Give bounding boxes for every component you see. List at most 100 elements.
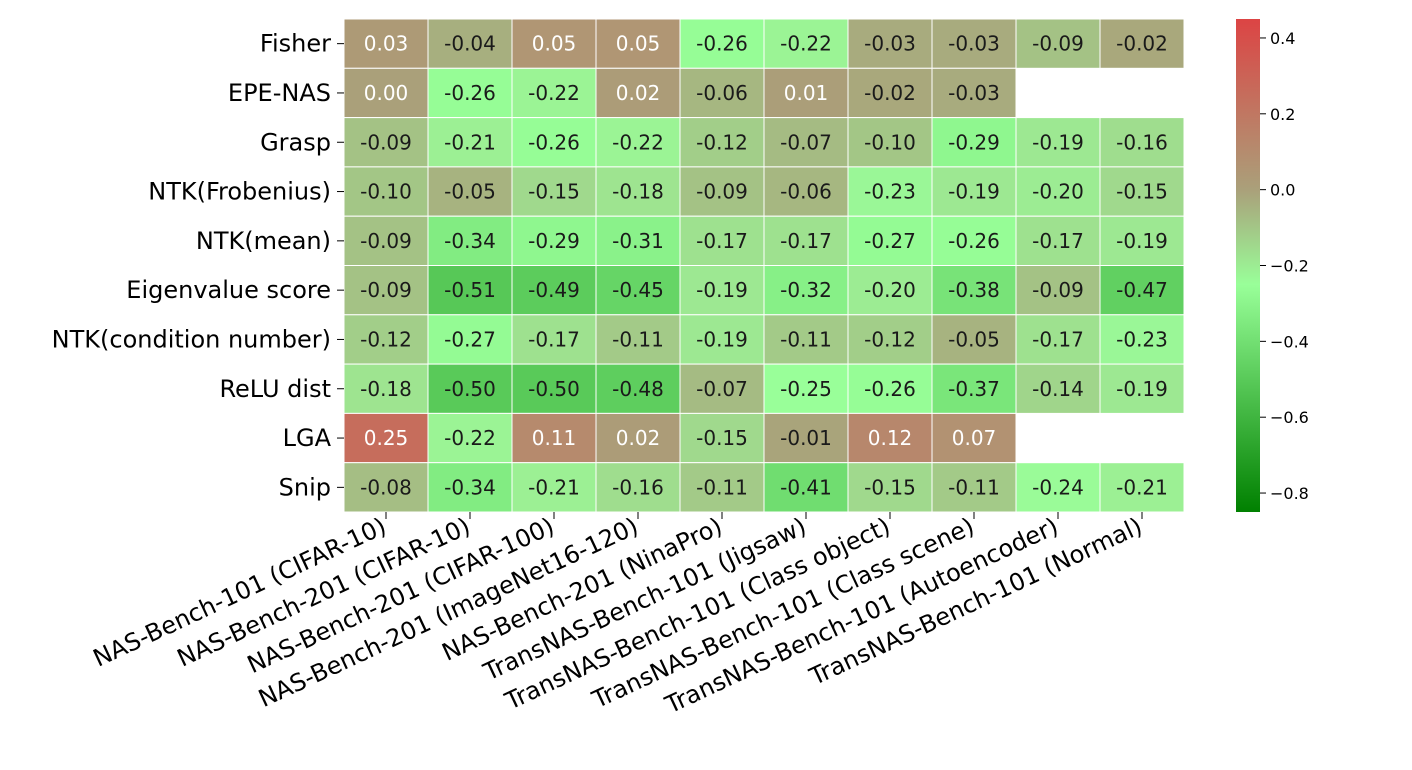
cell-value-label: -0.15 (864, 475, 916, 499)
colorbar-gradient (1236, 19, 1260, 512)
heatmap-cells: 0.03 -0.04 0.05 0.05 -0.26 -0.22 -0.03 -0.03 -0.… (343, 18, 1185, 513)
cell-value-label: -0.18 (360, 377, 412, 401)
cell-value-label: -0.17 (696, 229, 748, 253)
heatmap-cell (1015, 215, 1101, 266)
cell-value-label: -0.19 (696, 327, 748, 351)
cell-value-label: -0.22 (444, 426, 496, 450)
heatmap-cell (679, 117, 765, 168)
heatmap-cell (931, 462, 1017, 513)
heatmap-cell (427, 462, 513, 513)
heatmap-cell (511, 265, 597, 316)
heatmap-cell (595, 363, 681, 414)
heatmap-cell (343, 18, 429, 69)
cell-value-label: -0.50 (444, 377, 496, 401)
heatmap-cell (847, 363, 933, 414)
cell-value-label: -0.25 (780, 377, 832, 401)
heatmap-cell (1015, 363, 1101, 414)
cell-value-label: 0.03 (364, 32, 409, 56)
cell-value-label: -0.09 (360, 278, 412, 302)
cell-value-label: -0.26 (528, 130, 580, 154)
colorbar-tick-label: −0.4 (1270, 332, 1309, 351)
heatmap-cell (343, 166, 429, 217)
cell-value-label: -0.26 (444, 81, 496, 105)
cell-value-label: -0.21 (1116, 475, 1168, 499)
heatmap-cell (1015, 462, 1101, 513)
heatmap-cell (343, 117, 429, 168)
heatmap-cell (1099, 363, 1185, 414)
heatmap-cell (1099, 117, 1185, 168)
cell-value-label: -0.02 (1116, 32, 1168, 56)
cell-value-label: -0.22 (612, 130, 664, 154)
cell-value-label: -0.21 (444, 130, 496, 154)
cell-value-label: -0.19 (1116, 377, 1168, 401)
cell-value-label: -0.34 (444, 229, 496, 253)
cell-value-label: -0.27 (444, 327, 496, 351)
heatmap-cell (1015, 117, 1101, 168)
cell-value-label: -0.34 (444, 475, 496, 499)
cell-value-label: -0.27 (864, 229, 916, 253)
column-labels: NAS-Bench-101 (CIFAR-10)NAS-Bench-201 (C… (89, 512, 1147, 720)
cell-value-label: 0.05 (616, 32, 661, 56)
cell-value-label: -0.12 (696, 130, 748, 154)
heatmap-cell (679, 215, 765, 266)
cell-value-label: -0.22 (780, 32, 832, 56)
heatmap-cell (343, 412, 429, 464)
cell-value-label: 0.01 (784, 81, 829, 105)
cell-value-label: -0.09 (360, 229, 412, 253)
cell-value-label: -0.07 (780, 130, 832, 154)
cell-value-label: -0.19 (1116, 229, 1168, 253)
heatmap-cell (1099, 18, 1185, 69)
heatmap-cell (847, 265, 933, 316)
cell-value-label: -0.51 (444, 278, 496, 302)
cell-value-label: -0.37 (948, 377, 1000, 401)
cell-value-label: -0.48 (612, 377, 664, 401)
cell-value-label: -0.21 (528, 475, 580, 499)
heatmap-cell (763, 265, 849, 316)
colorbar-tick-label: −0.8 (1270, 484, 1309, 503)
cell-value-label: -0.08 (360, 475, 412, 499)
heatmap-cell (343, 314, 429, 365)
cell-value-label: 0.07 (952, 426, 997, 450)
heatmap-cell (427, 67, 513, 119)
cell-value-label: -0.17 (1032, 327, 1084, 351)
cell-value-label: -0.26 (864, 377, 916, 401)
heatmap-cell (343, 215, 429, 266)
heatmap-cell (931, 215, 1017, 266)
heatmap-cell (1015, 166, 1101, 217)
cell-value-label: -0.03 (948, 32, 1000, 56)
cell-value-label: -0.12 (360, 327, 412, 351)
heatmap-cell (595, 117, 681, 168)
cell-value-label: -0.41 (780, 475, 832, 499)
row-label: NTK(condition number) (52, 325, 331, 353)
cell-value-label: -0.05 (948, 327, 1000, 351)
cell-value-label: 0.02 (616, 426, 661, 450)
cell-value-label: -0.32 (780, 278, 832, 302)
colorbar-tick-label: 0.4 (1270, 29, 1295, 48)
cell-value-label: -0.16 (1116, 130, 1168, 154)
cell-value-label: -0.14 (1032, 377, 1084, 401)
cell-value-label: -0.12 (864, 327, 916, 351)
row-labels: Fisher EPE-NAS Grasp NTK(Frobenius) NTK(mean… (52, 30, 344, 501)
heatmap-cell (931, 265, 1017, 316)
cell-value-label: -0.03 (864, 32, 916, 56)
heatmap-cell (1015, 18, 1101, 69)
row-label: Grasp (260, 128, 331, 156)
cell-value-label: -0.17 (1032, 229, 1084, 253)
cell-value-label: -0.05 (444, 180, 496, 204)
heatmap-cell (595, 18, 681, 69)
row-label: LGA (283, 424, 332, 452)
cell-value-label: -0.38 (948, 278, 1000, 302)
heatmap-cell (847, 412, 933, 464)
cell-value-label: -0.10 (864, 130, 916, 154)
colorbar: 0.4 0.2 0.0 −0.2 −0.4 −0.6 −0.8 (1236, 19, 1309, 512)
cell-value-label: -0.07 (696, 377, 748, 401)
heatmap-cell (511, 166, 597, 217)
row-label: ReLU dist (219, 375, 331, 403)
row-label: NTK(Frobenius) (148, 178, 331, 206)
heatmap-cell (511, 462, 597, 513)
cell-value-label: -0.26 (696, 32, 748, 56)
heatmap-cell (595, 215, 681, 266)
cell-value-label: 0.02 (616, 81, 661, 105)
heatmap-cell (847, 67, 933, 119)
heatmap-cell (343, 265, 429, 316)
